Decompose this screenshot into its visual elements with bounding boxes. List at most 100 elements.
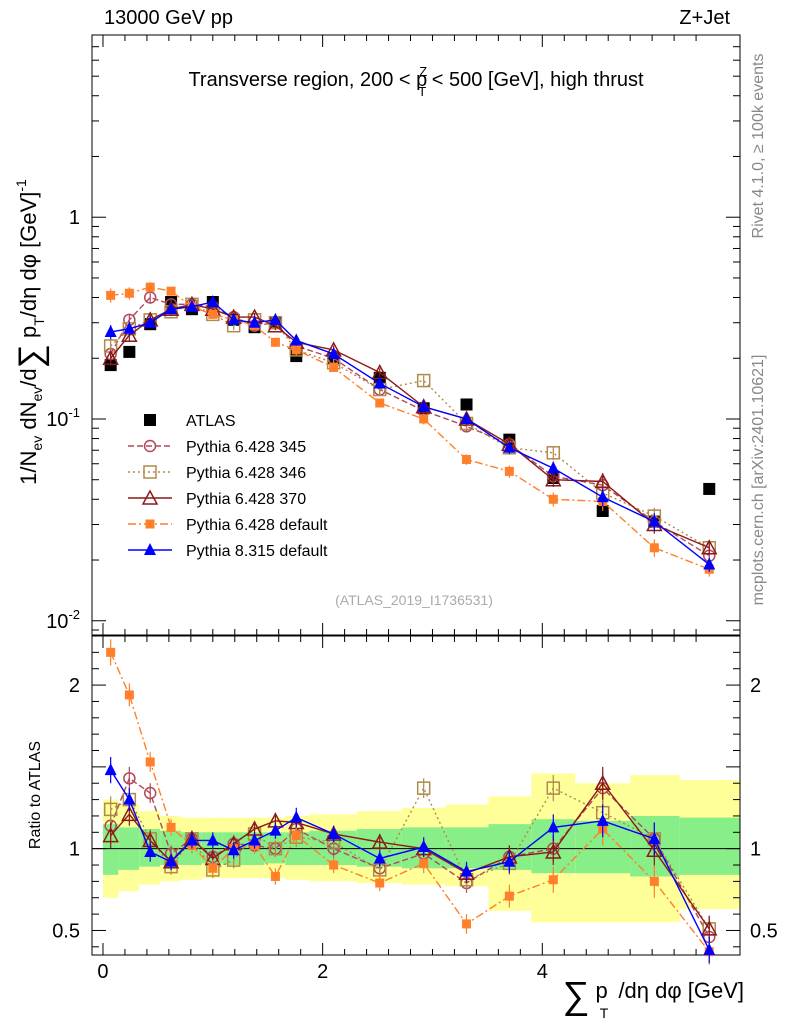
data-point-ratio [329,860,339,870]
data-point-main [416,373,431,388]
data-point-main [460,411,473,424]
data-point-ratio [208,863,218,873]
data-point-main [270,337,280,347]
y-tick-label-ratio: 0.5 [52,920,80,942]
data-point-main [166,286,176,296]
data-point-ratio [594,774,611,790]
data-point-main [375,398,385,408]
y-axis-label-main-text: 1/Nev dNev/d∑ pT/dη dφ [GeV]-1 [12,179,50,485]
ylabel-sum: ∑ [12,344,50,368]
analysis-label: (ATLAS_2019_I1736531) [335,592,493,608]
data-point-ratio [462,919,472,929]
ylabel-t: T [31,317,47,326]
site-info-label: mcplots.cern.ch [arXiv:2401.10621] [750,355,767,606]
data-point-ratio [103,802,118,817]
data-point-ratio [646,841,663,858]
data-point-main [703,482,716,495]
y-tick-label-exp: -1 [68,405,80,420]
y-tick-label-ratio: 2 [69,675,80,697]
legend-label-1: Pythia 6.428 345 [186,439,306,456]
data-point-ratio [102,826,119,843]
legend-marker-3 [141,489,159,505]
data-point-main [124,288,134,298]
data-point-ratio [124,690,134,700]
xlabel-sum: ∑ [562,975,589,1017]
series-layer [102,282,718,965]
plot-title-part-2: < 500 [GeV], high thrust [426,69,644,91]
data-point-main [248,315,261,328]
legend-label-3: Pythia 6.428 370 [186,491,306,508]
data-point-main [648,514,661,527]
data-point-ratio [375,878,385,888]
data-point-main [417,399,430,412]
legend-label-0: ATLAS [186,413,236,430]
xlabel-t: T [600,1005,609,1021]
data-point-ratio [269,823,282,836]
ylabel-part-b: dN [16,402,41,436]
main-panel-frame [91,34,741,636]
legend-marker-4 [145,519,155,529]
data-point-main [373,376,386,389]
data-point-ratio [327,826,340,839]
legend-label-4: Pythia 6.428 default [186,517,328,534]
legend-marker-1 [143,439,157,453]
data-point-ratio [649,876,659,886]
data-point-ratio [503,854,516,867]
data-point-main [596,490,609,503]
data-point-ratio [145,757,155,767]
y-tick-label-exp: -2 [68,607,80,622]
plot-title-t: T [418,84,426,99]
ylabel-part-d: p [16,326,41,344]
x-tick-label: 4 [537,961,548,983]
data-point-main [206,295,219,308]
xlabel-p: p [589,978,607,1003]
data-point-ratio [416,781,431,795]
ylabel-part-e: /dη dφ [GeV] [16,192,41,318]
ratio-panel: 0 2 4 0.5 0.5 1 1 2 2 [52,635,778,983]
data-point-main [548,494,558,504]
data-point-ratio [166,822,176,832]
data-point-main [123,321,136,334]
data-point-main [165,302,178,315]
data-point-ratio [371,833,389,849]
ylabel-ev-2: ev [29,387,45,402]
data-point-main [327,346,340,359]
xlabel-rest: /dη dφ [GeV] [612,978,744,1003]
data-point-ratio [248,833,261,846]
data-point-main [545,471,562,487]
legend: ATLAS Pythia 6.428 345 Pythia 6.428 346 Pyt… [128,413,328,560]
data-point-main [329,362,339,372]
data-point-main [504,466,514,476]
data-point-ratio [596,813,609,826]
data-point-ratio [546,781,561,795]
y-tick-label-base: 10 [46,409,68,431]
data-point-ratio [185,833,198,846]
x-tick-label: 2 [317,961,328,983]
data-point-main [104,324,117,337]
data-point-ratio [227,843,240,856]
data-point-main [460,398,473,411]
ylabel-ev-1: ev [29,436,45,451]
y-axis-label-main: 1/Nev dNev/d∑ pT/dη dφ [GeV]-1 [12,179,50,485]
legend-label-2: Pythia 6.428 346 [186,465,306,482]
data-point-main [144,315,157,328]
data-point-ratio [123,792,136,805]
data-point-main [145,282,155,292]
data-point-ratio [144,844,157,857]
data-point-ratio [419,858,429,868]
data-point-main [546,446,561,460]
data-point-main [208,309,218,319]
series-5 [104,295,716,964]
data-point-main [415,398,432,414]
data-point-ratio [123,772,136,785]
y-tick-label-ratio-right: 2 [750,675,761,697]
data-point-main [503,440,516,453]
y-tick-label-main: 1 [69,207,80,229]
plot-title: Transverse region, 200 < pZ T < 500 [GeV]… [188,64,644,99]
ylabel-part-a: 1/N [16,451,41,485]
data-point-ratio [548,875,558,885]
data-point-main [462,454,472,464]
data-point-ratio [121,805,138,822]
